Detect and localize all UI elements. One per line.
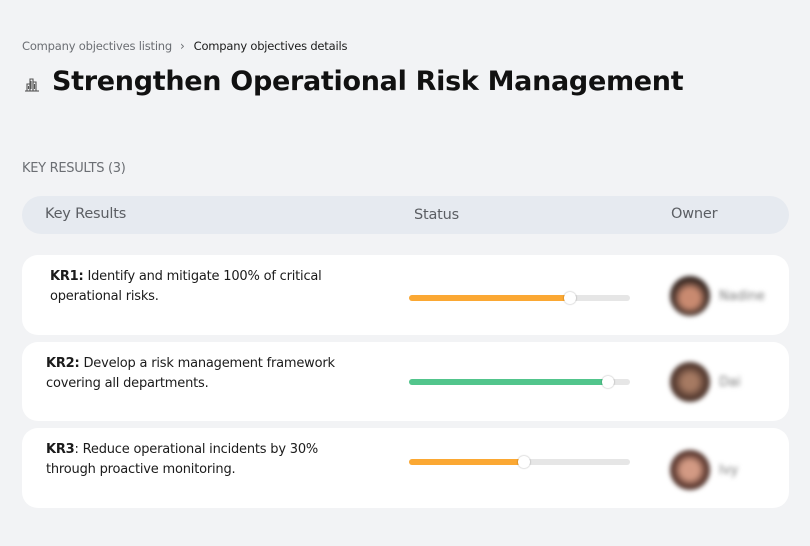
column-header-status: Status — [414, 207, 460, 223]
key-result-code: KR3 — [46, 442, 75, 457]
key-result-text: Identify and mitigate 100% of critical o… — [50, 269, 322, 304]
page-title: Strengthen Operational Risk Management — [52, 66, 684, 97]
building-icon — [25, 77, 39, 92]
key-result-text: : Reduce operational incidents by 30% th… — [46, 442, 319, 477]
key-results-table-header: Key Results Status Owner — [22, 196, 789, 234]
key-result-description: KR1: Identify and mitigate 100% of criti… — [50, 267, 350, 307]
progress-handle[interactable] — [564, 292, 577, 304]
chevron-right-icon: › — [180, 39, 185, 53]
key-result-description: KR3: Reduce operational incidents by 30%… — [46, 440, 346, 480]
breadcrumb-objectives-listing-link[interactable]: Company objectives listing — [22, 39, 172, 53]
column-header-key-results: Key Results — [45, 206, 127, 222]
key-result-row[interactable]: KR2: Develop a risk management framework… — [22, 342, 789, 421]
progress-fill — [409, 295, 571, 301]
key-results-count-label: KEY RESULTS (3) — [22, 161, 126, 176]
owner-name: Ivy — [719, 462, 739, 478]
progress-bar[interactable] — [409, 456, 630, 468]
progress-bar[interactable] — [409, 376, 630, 388]
progress-bar[interactable] — [409, 292, 630, 304]
avatar — [670, 450, 710, 490]
owner[interactable]: Ivy — [670, 450, 738, 490]
progress-fill — [409, 459, 524, 465]
owner[interactable]: Nadine — [670, 276, 765, 316]
key-result-text: Develop a risk management framework cove… — [46, 356, 335, 391]
key-result-code: KR1: — [50, 269, 84, 284]
avatar — [670, 362, 710, 402]
title-row: Strengthen Operational Risk Management — [22, 66, 684, 97]
owner[interactable]: Dai — [670, 362, 741, 402]
key-result-row[interactable]: KR3: Reduce operational incidents by 30%… — [22, 428, 789, 508]
owner-name: Dai — [719, 374, 741, 390]
progress-handle[interactable] — [517, 456, 530, 468]
key-result-description: KR2: Develop a risk management framework… — [46, 354, 346, 394]
progress-handle[interactable] — [601, 376, 614, 388]
progress-fill — [409, 379, 608, 385]
avatar — [670, 276, 710, 316]
key-result-code: KR2: — [46, 356, 80, 371]
breadcrumb-current-page: Company objectives details — [193, 39, 348, 53]
owner-name: Nadine — [719, 288, 765, 304]
key-result-row[interactable]: KR1: Identify and mitigate 100% of criti… — [22, 255, 789, 335]
breadcrumb: Company objectives listing › Company obj… — [22, 39, 347, 53]
column-header-owner: Owner — [671, 206, 718, 222]
